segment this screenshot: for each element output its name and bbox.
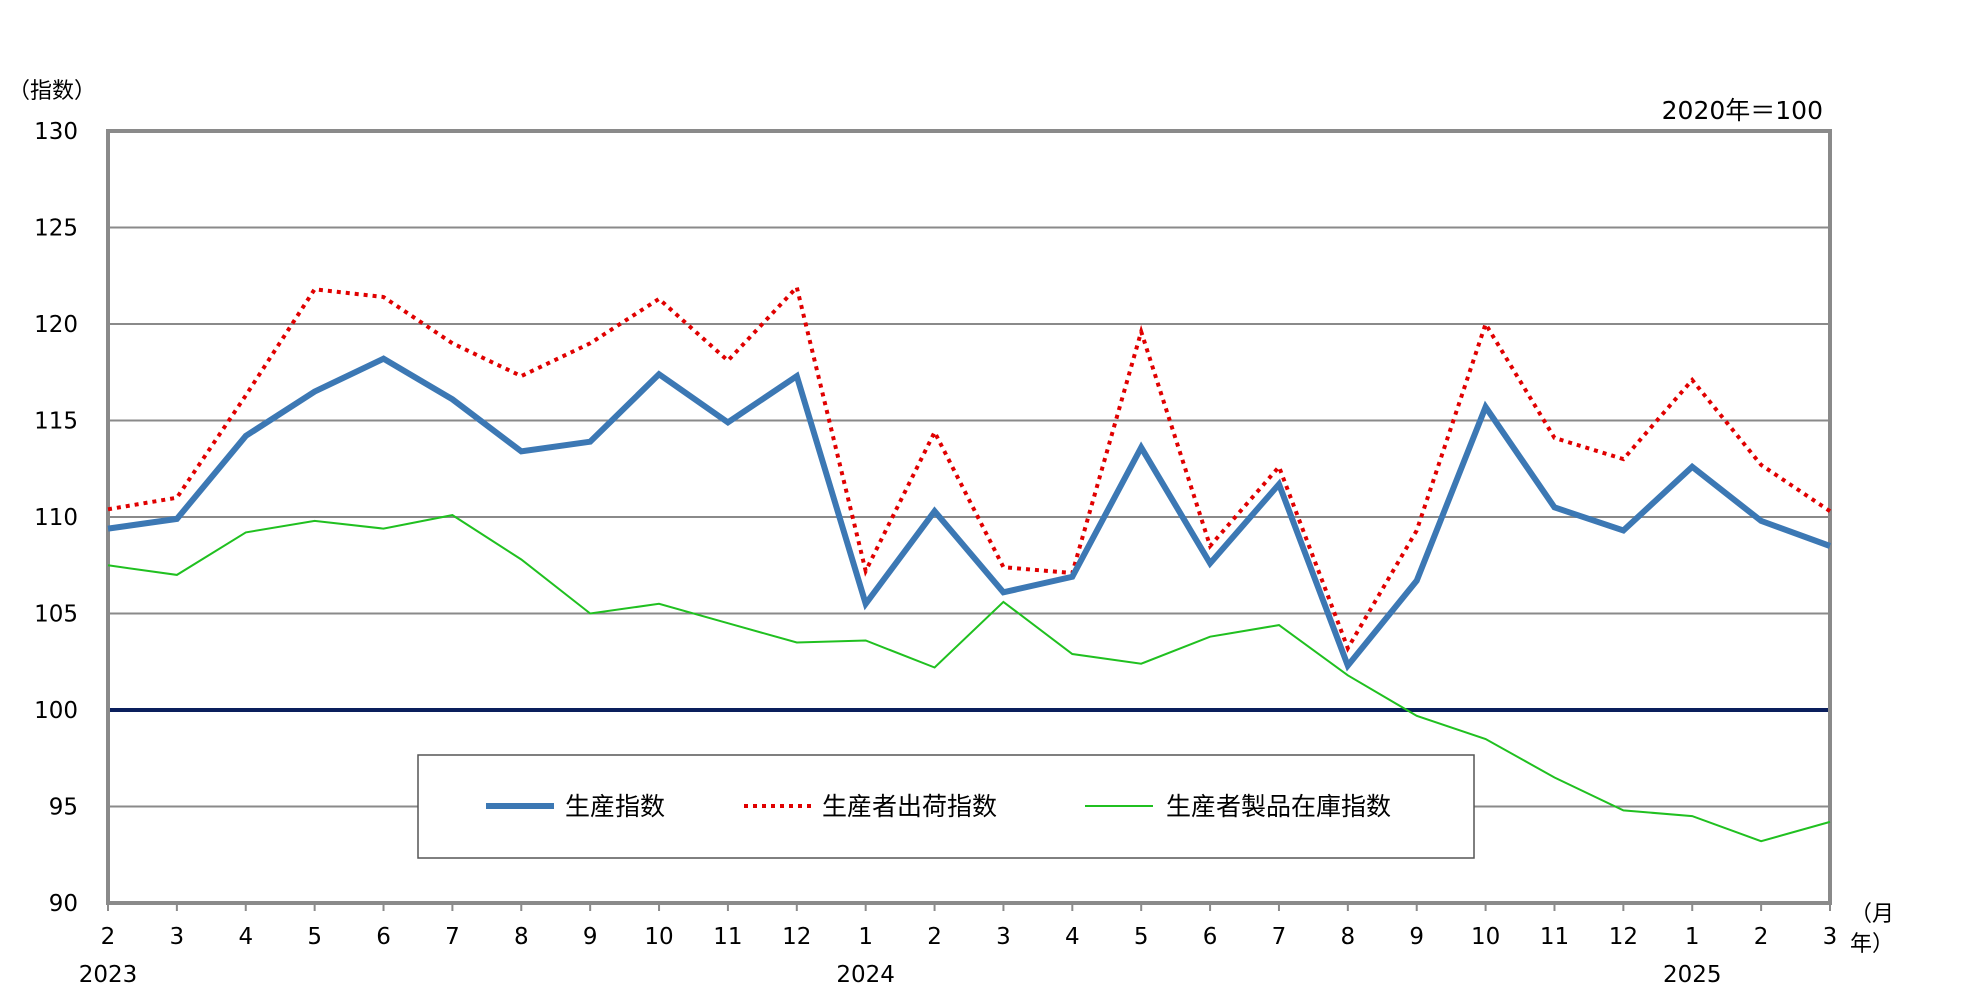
x-tick-label: 4: [1065, 924, 1080, 950]
x-tick-label: 1: [1685, 924, 1700, 950]
series-line-1: [107, 283, 1832, 653]
x-tick-label: 10: [1471, 924, 1500, 950]
series-line-2: [107, 514, 1831, 843]
year-label: 2023: [79, 962, 138, 988]
y-tick-label: 115: [34, 409, 78, 435]
y-tick-label: 105: [34, 602, 78, 628]
y-tick-label: 120: [34, 312, 78, 338]
x-tick-label: 10: [644, 924, 673, 950]
legend-box: [417, 754, 1475, 859]
x-tick-label: 2: [1754, 924, 1769, 950]
x-tick-label: 5: [307, 924, 322, 950]
y-tick-label: 100: [34, 698, 78, 724]
x-tick-label: 3: [170, 924, 185, 950]
x-tick-label: 12: [1609, 924, 1638, 950]
x-tick-label: 1: [858, 924, 873, 950]
y-tick-label: 110: [34, 505, 78, 531]
x-tick-label: 3: [996, 924, 1011, 950]
x-tick-label: 9: [583, 924, 598, 950]
y-tick-label: 125: [34, 216, 78, 242]
x-tick-label: 6: [1203, 924, 1218, 950]
y-axis-label: （指数）: [8, 79, 96, 104]
x-tick-label: 5: [1134, 924, 1149, 950]
base-year-note: 2020年＝100: [1662, 96, 1823, 125]
x-axis-unit-year: 年）: [1850, 932, 1894, 957]
plot-area-frame: [106, 129, 1832, 905]
y-tick-label: 90: [49, 891, 78, 917]
x-tick-label: 8: [1341, 924, 1356, 950]
y-tick-label: 130: [34, 119, 78, 145]
year-label: 2025: [1663, 962, 1722, 988]
x-tick-label: 11: [713, 924, 742, 950]
series-lines: [107, 283, 1832, 843]
y-axis-ticks: 90 95 100 105 110 115 120 125 130: [34, 119, 78, 917]
x-tick-label: 12: [782, 924, 811, 950]
year-labels: 2023 2024 2025: [79, 962, 1722, 988]
series-line-0: [107, 355, 1832, 672]
legend-label-0: 生産指数: [565, 792, 665, 821]
legend-label-2: 生産者製品在庫指数: [1166, 792, 1391, 821]
legend: 生産指数 生産者出荷指数 生産者製品在庫指数: [417, 754, 1475, 859]
x-tick-label: 9: [1409, 924, 1424, 950]
x-tick-label: 4: [238, 924, 253, 950]
y-tick-label: 95: [49, 795, 78, 821]
x-axis-unit-month: （月: [1850, 902, 1894, 927]
year-label: 2024: [836, 962, 895, 988]
x-axis-ticks: 2 3 4 5 6 7 8 9 10 11 12 1 2 3 4 5 6 7 8 9 10 11 12 1 2 3: [101, 903, 1838, 950]
legend-label-1: 生産者出荷指数: [822, 792, 997, 821]
x-tick-label: 3: [1823, 924, 1838, 950]
x-tick-label: 2: [927, 924, 942, 950]
x-tick-label: 7: [1272, 924, 1287, 950]
x-tick-label: 8: [514, 924, 529, 950]
x-tick-label: 7: [445, 924, 460, 950]
x-tick-label: 6: [376, 924, 391, 950]
x-tick-label: 2: [101, 924, 116, 950]
x-tick-label: 11: [1540, 924, 1569, 950]
